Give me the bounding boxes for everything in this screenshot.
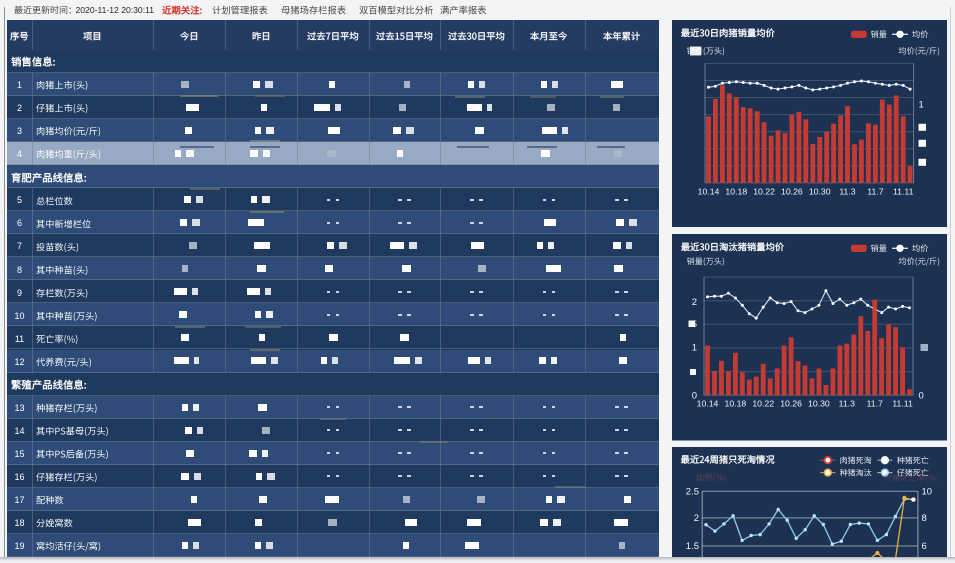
svg-text:11.11: 11.11	[893, 187, 914, 197]
svg-text:10.14: 10.14	[697, 398, 719, 408]
svg-text:10.30: 10.30	[809, 187, 831, 197]
svg-text:10.26: 10.26	[781, 187, 803, 197]
svg-text:10.30: 10.30	[808, 398, 830, 408]
svg-text:10: 10	[922, 487, 933, 498]
svg-text:0: 0	[692, 390, 697, 401]
svg-text:10.26: 10.26	[780, 398, 802, 408]
svg-text:8: 8	[922, 513, 927, 524]
svg-text:11.7: 11.7	[867, 398, 883, 408]
svg-text:6: 6	[922, 541, 927, 552]
svg-text:10.18: 10.18	[725, 398, 747, 408]
svg-text:1: 1	[919, 100, 924, 111]
svg-text:10.18: 10.18	[725, 187, 747, 197]
svg-text:2: 2	[692, 297, 697, 308]
svg-text:1: 1	[692, 343, 697, 354]
svg-text:11.3: 11.3	[839, 187, 855, 197]
svg-text:11.7: 11.7	[867, 187, 883, 197]
svg-text:2.5: 2.5	[686, 487, 699, 498]
svg-text:11.11: 11.11	[892, 398, 913, 408]
svg-text:2: 2	[694, 513, 699, 524]
svg-text:0: 0	[919, 390, 924, 401]
svg-text:11.3: 11.3	[839, 398, 855, 408]
svg-text:10.14: 10.14	[698, 187, 720, 197]
svg-text:1.5: 1.5	[686, 541, 699, 552]
svg-text:10.22: 10.22	[752, 398, 774, 408]
svg-text:10.22: 10.22	[753, 187, 775, 197]
